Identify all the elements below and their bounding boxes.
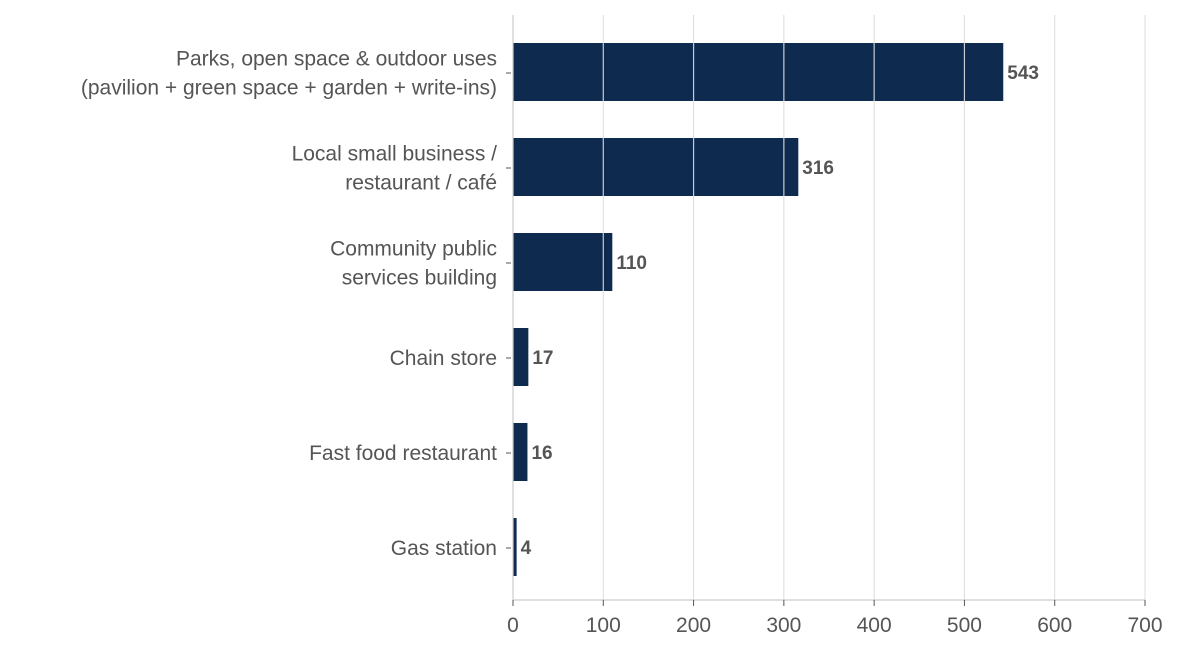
value-label-1: 316 xyxy=(802,158,834,179)
category-label-1: Local small business / restaurant / café xyxy=(292,143,498,195)
gridlines-over-bars xyxy=(602,43,966,291)
category-label-1-line-1: restaurant / café xyxy=(345,172,497,195)
value-label-4: 16 xyxy=(531,443,552,464)
x-tick-label-500: 500 xyxy=(947,614,982,637)
bar-1 xyxy=(513,138,799,196)
gridlines xyxy=(602,15,1146,600)
x-tick-label-0: 0 xyxy=(507,614,519,637)
category-label-4: Fast food restaurant xyxy=(309,442,497,465)
category-label-0: Parks, open space & outdoor uses (pavilio… xyxy=(81,48,497,100)
category-label-0-line-1: (pavilion + green space + garden + write… xyxy=(81,77,497,100)
category-label-5: Gas station xyxy=(391,537,497,560)
category-label-5-line-0: Gas station xyxy=(391,537,497,560)
category-label-2-line-0: Community public xyxy=(330,238,497,261)
bar-5 xyxy=(513,518,517,576)
category-label-1-line-0: Local small business / xyxy=(292,143,498,166)
value-label-3: 17 xyxy=(532,348,553,369)
bars xyxy=(513,43,1004,576)
category-label-3: Chain store xyxy=(390,347,497,370)
bar-3 xyxy=(513,328,529,386)
value-labels: 543 316 110 17 16 4 xyxy=(521,63,1039,559)
category-labels: Parks, open space & outdoor uses (pavilio… xyxy=(81,48,511,560)
x-tick-label-400: 400 xyxy=(857,614,892,637)
bar-2 xyxy=(513,233,613,291)
x-tick-labels: 0 100 200 300 400 500 600 700 xyxy=(507,600,1163,637)
category-label-2: Community public services building xyxy=(330,238,497,290)
x-tick-label-600: 600 xyxy=(1037,614,1072,637)
category-label-2-line-1: services building xyxy=(342,267,497,290)
bar-0 xyxy=(513,43,1004,101)
bar-4 xyxy=(513,423,528,481)
category-label-0-line-0: Parks, open space & outdoor uses xyxy=(176,48,497,71)
x-tick-label-100: 100 xyxy=(586,614,621,637)
x-tick-label-700: 700 xyxy=(1127,614,1162,637)
x-tick-label-300: 300 xyxy=(766,614,801,637)
value-label-2: 110 xyxy=(616,253,647,274)
x-tick-label-200: 200 xyxy=(676,614,711,637)
value-label-5: 4 xyxy=(521,538,532,559)
category-label-3-line-0: Chain store xyxy=(390,347,497,370)
value-label-0: 543 xyxy=(1007,63,1039,84)
category-label-4-line-0: Fast food restaurant xyxy=(309,442,497,465)
